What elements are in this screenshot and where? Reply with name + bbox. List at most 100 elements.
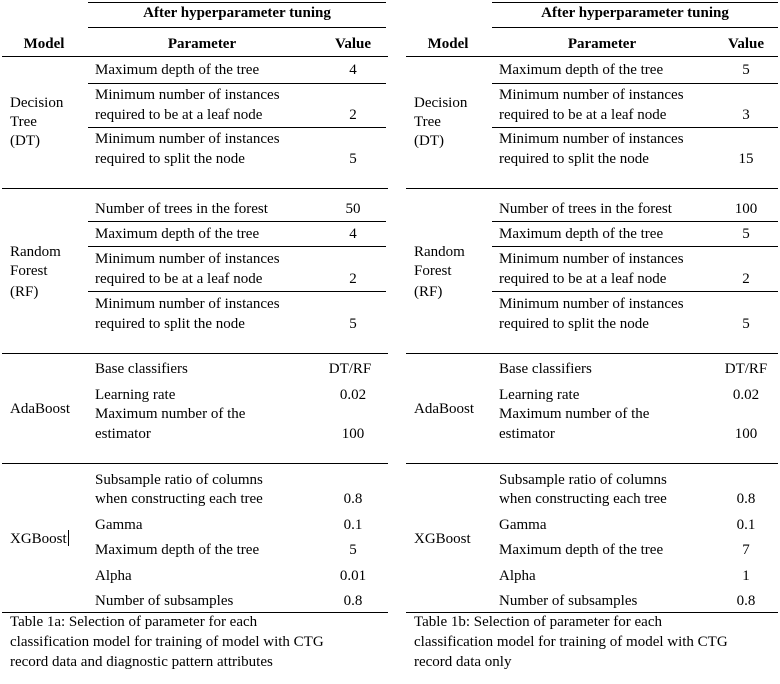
parameter-cell: Learning rate [95,387,176,403]
heading-rule [492,27,778,28]
row-rule [492,221,778,222]
header-rule [2,56,388,57]
value-cell: 50 [345,201,361,217]
parameter-cell: Maximum depth of the tree [95,226,260,242]
top-rule [492,2,778,3]
value-cell: 5 [742,316,750,332]
value-cell: 0.1 [343,517,363,533]
parameter-cell: Minimum number of instances [499,131,684,147]
model-label: XGBoost [10,530,69,549]
table-1a: After hyperparameter tuning Model Parame… [2,2,388,670]
value-cell: 1 [742,568,750,584]
parameter-cell: Number of subsamples [95,593,234,609]
parameter-cell: Minimum number of instances [95,296,280,312]
parameter-cell: estimator [499,426,555,442]
parameter-cell: Alpha [95,568,132,584]
row-rule [492,127,778,128]
parameter-cell: Gamma [95,517,143,533]
col-header-parameter: Parameter [167,36,237,52]
col-header-model: Model [23,36,65,52]
model-label: (DT) [414,133,444,149]
value-cell: 0.8 [736,491,756,507]
value-cell: 15 [738,151,754,167]
value-cell: 2 [349,271,357,287]
col-header-model: Model [427,36,469,52]
row-rule [88,83,386,84]
model-label: Forest [414,263,452,279]
parameter-cell: required to be at a leaf node [95,107,263,123]
table-heading: After hyperparameter tuning [541,5,729,21]
parameter-cell: when constructing each tree [499,491,667,507]
value-cell: 0.01 [339,568,367,584]
row-rule [88,221,386,222]
bottom-rule [406,612,778,613]
col-header-parameter: Parameter [567,36,637,52]
heading-rule [88,27,386,28]
parameter-cell: Minimum number of instances [499,251,684,267]
model-label: (DT) [10,133,40,149]
parameter-cell: Gamma [499,517,547,533]
row-rule [88,127,386,128]
model-label: Tree [10,114,37,130]
parameter-cell: Maximum number of the [95,406,246,422]
group-rule [2,463,388,464]
parameter-cell: required to be at a leaf node [499,271,667,287]
table-caption: Table 1b: Selection of parameter for eac… [414,612,728,672]
value-cell: 0.02 [339,387,367,403]
parameter-cell: required to split the node [95,151,245,167]
parameter-cell: required to be at a leaf node [499,107,667,123]
model-label: Decision [10,95,64,111]
model-label: (RF) [414,284,443,300]
value-cell: 0.8 [343,593,363,609]
row-rule [88,246,386,247]
top-rule [88,2,386,3]
value-cell: DT/RF [724,361,768,377]
value-cell: 5 [742,226,750,242]
parameter-cell: Minimum number of instances [95,131,280,147]
parameter-cell: Minimum number of instances [499,296,684,312]
value-cell: 4 [349,226,357,242]
model-label: (RF) [10,284,39,300]
caption-line: Table 1a: Selection of parameter for eac… [10,614,258,630]
table-1b: After hyperparameter tuning Model Parame… [404,0,780,684]
row-rule [88,291,386,292]
model-label: Random [414,244,465,260]
header-rule [406,56,778,57]
value-cell: 4 [349,62,357,78]
parameter-cell: required to split the node [499,151,649,167]
caption-line: record data only [414,654,512,670]
parameter-cell: Maximum depth of the tree [499,226,664,242]
model-label: XGBoost [414,531,471,547]
group-rule [2,353,388,354]
group-rule [406,463,778,464]
parameter-cell: Subsample ratio of columns [95,472,263,488]
model-label: AdaBoost [10,401,70,417]
parameter-cell: Base classifiers [95,361,188,377]
value-cell: 3 [742,107,750,123]
value-cell: DT/RF [328,361,372,377]
model-label: Random [10,244,61,260]
value-cell: 5 [349,151,357,167]
value-cell: 100 [734,426,758,442]
value-cell: 0.8 [343,491,363,507]
text-cursor [67,530,69,546]
parameter-cell: Number of trees in the forest [499,201,672,217]
value-cell: 0.8 [736,593,756,609]
parameter-cell: Learning rate [499,387,580,403]
model-label: Tree [414,114,441,130]
caption-line: classification model for training of mod… [10,634,324,650]
parameter-cell: Minimum number of instances [499,87,684,103]
value-cell: 5 [349,316,357,332]
parameter-cell: Maximum depth of the tree [95,62,260,78]
value-cell: 0.02 [732,387,760,403]
parameter-cell: Minimum number of instances [95,251,280,267]
bottom-rule [2,612,388,613]
value-cell: 2 [349,107,357,123]
caption-line: classification model for training of mod… [414,634,728,650]
parameter-cell: Maximum depth of the tree [95,542,260,558]
value-cell: 0.1 [736,517,756,533]
parameter-cell: required to split the node [95,316,245,332]
row-rule [492,291,778,292]
row-rule [492,83,778,84]
model-label: Forest [10,263,48,279]
